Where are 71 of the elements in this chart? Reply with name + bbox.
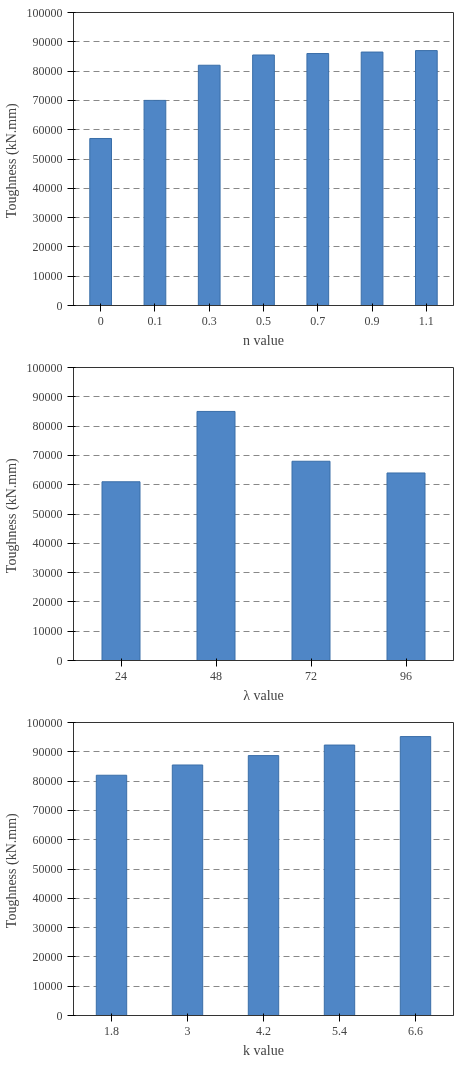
y-tick-label: 20000 [32, 239, 63, 254]
y-tick-label: 100000 [26, 715, 63, 730]
y-tick-label: 60000 [32, 122, 63, 137]
y-tick-label: 100000 [26, 5, 63, 20]
y-tick-label: 80000 [32, 419, 63, 434]
y-tick-label: 10000 [32, 269, 63, 284]
y-tick-label: 10000 [32, 979, 63, 994]
y-tick-label: 20000 [32, 594, 63, 609]
y-tick-label: 50000 [32, 507, 63, 521]
x-tick-label: 0.9 [364, 313, 380, 328]
bar [386, 472, 426, 661]
x-tick-label: 5.4 [332, 1023, 347, 1038]
x-tick-label: 6.6 [408, 1023, 423, 1038]
x-tick-label: 48 [210, 668, 222, 683]
y-tick-label: 90000 [32, 389, 63, 404]
y-tick-label: 60000 [32, 832, 63, 847]
y-tick-label: 0 [56, 653, 63, 668]
x-tick-label: 0 [97, 313, 104, 328]
bar [197, 64, 221, 306]
x-tick-label: 3 [184, 1023, 191, 1038]
x-tick-label: 0.7 [310, 313, 326, 328]
y-tick-label: 40000 [32, 181, 63, 196]
bar [89, 137, 112, 306]
y-tick-label: 50000 [32, 152, 63, 166]
y-tick-label: 40000 [32, 536, 63, 551]
y-tick-label: 70000 [32, 93, 63, 108]
y-axis-title: Toughness (kN.mm) [3, 102, 20, 219]
x-tick-label: 1.8 [104, 1023, 119, 1038]
bar [247, 755, 280, 1016]
bar [291, 460, 331, 661]
y-tick-label: 80000 [32, 774, 63, 789]
bar [101, 481, 141, 661]
x-tick-label: 0.1 [147, 313, 163, 328]
x-axis-title: k value [243, 1042, 284, 1058]
y-axis-title: Toughness (kN.mm) [3, 812, 20, 929]
y-tick-label: 0 [56, 298, 63, 313]
bar [323, 744, 356, 1016]
x-tick-label: 0.5 [256, 313, 271, 328]
bar [196, 410, 236, 661]
y-tick-label: 0 [56, 1008, 63, 1023]
y-axis-title: Toughness (kN.mm) [3, 457, 20, 574]
bar [399, 736, 432, 1016]
bar [143, 99, 167, 306]
x-tick-label: 24 [115, 668, 127, 683]
bar [415, 50, 438, 306]
bar [171, 764, 204, 1016]
y-tick-label: 30000 [32, 565, 63, 580]
y-tick-label: 100000 [26, 360, 63, 375]
y-tick-label: 60000 [32, 477, 63, 492]
x-tick-label: 96 [400, 668, 412, 683]
y-tick-label: 90000 [32, 34, 63, 49]
x-tick-label: 0.3 [201, 313, 217, 328]
y-tick-label: 80000 [32, 64, 63, 79]
x-axis-title: λ value [243, 687, 284, 703]
y-tick-label: 30000 [32, 210, 63, 225]
x-axis-title: n value [243, 332, 284, 348]
bar [306, 53, 330, 306]
y-tick-label: 70000 [32, 803, 63, 818]
y-tick-label: 20000 [32, 949, 63, 964]
y-tick-label: 70000 [32, 448, 63, 463]
bar [95, 774, 128, 1016]
y-tick-label: 40000 [32, 891, 63, 906]
x-tick-label: 72 [305, 668, 317, 683]
bar [360, 51, 384, 306]
x-tick-label: 1.1 [418, 313, 434, 328]
bar [252, 54, 275, 306]
y-tick-label: 90000 [32, 744, 63, 759]
y-tick-label: 50000 [32, 862, 63, 876]
y-tick-label: 30000 [32, 920, 63, 935]
y-tick-label: 10000 [32, 624, 63, 639]
x-tick-label: 4.2 [256, 1023, 271, 1038]
